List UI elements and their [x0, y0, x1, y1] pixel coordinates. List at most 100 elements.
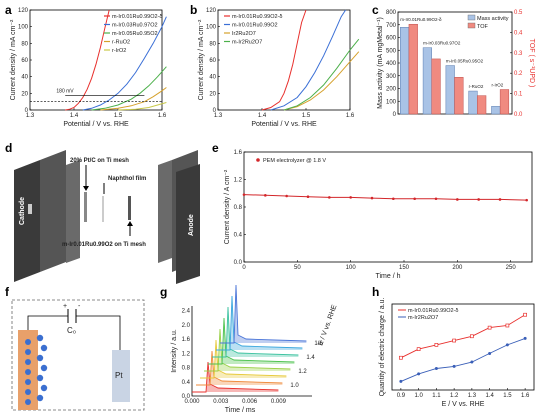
legend-entry: m-Ir0.01Ru0.99O2-δ — [112, 14, 162, 20]
x-tick-label: 1.1 — [432, 393, 441, 399]
data-point — [306, 195, 310, 198]
y-tick-label: 0 — [393, 112, 397, 118]
ir-label: m-Ir0.01Ru0.99O2 on Ti mesh — [62, 242, 146, 248]
data-point — [505, 343, 509, 347]
adsorbed-ion — [25, 369, 31, 375]
panel-label-d: d — [5, 141, 12, 155]
circuit-diagram: + - C₀ Pt — [11, 299, 145, 411]
legend-entry: m-Ir0.05Ru0.95O2 — [112, 31, 158, 37]
category-label: r-IrO2 — [491, 83, 503, 88]
x-tick-label: 0 — [242, 265, 246, 271]
bar-tof — [408, 23, 418, 115]
x-axis-label: Time / h — [375, 273, 400, 280]
plus-sign: + — [63, 303, 67, 310]
data-point — [434, 197, 438, 201]
y-tick-label: 600 — [386, 36, 397, 42]
y-tick-label: 0.4 — [234, 233, 243, 239]
y-tick-label: 0.8 — [234, 205, 243, 211]
data-point — [413, 197, 416, 201]
ir-arrowhead — [127, 221, 133, 226]
series-line — [65, 9, 110, 111]
ion — [40, 384, 48, 392]
legend-entry: m-Ir0.01Ru0.99O2 — [232, 23, 278, 29]
data-point — [417, 372, 421, 376]
legend-entry: m-Ir0.01Ru0.99O2-δ — [232, 14, 282, 20]
data-point — [470, 334, 474, 339]
x-tick-label: 100 — [346, 265, 357, 271]
series-line — [243, 194, 527, 201]
series-line — [100, 87, 167, 111]
y-axis-label: Mass activity (mA mgMetal⁻¹) — [377, 17, 384, 109]
data-point — [452, 338, 456, 343]
y-tick-label: 500 — [386, 48, 397, 54]
data-point — [487, 325, 492, 330]
data-point — [285, 194, 288, 198]
cathode-port — [28, 204, 32, 214]
cathode-label: Cathode — [19, 197, 26, 225]
data-point — [470, 360, 474, 364]
x-tick-label: 1.6 — [346, 113, 355, 119]
data-point — [434, 367, 438, 370]
panel-label-e: e — [212, 141, 219, 155]
legend-entry: r-IrO2 — [112, 48, 126, 54]
wire-left — [27, 315, 68, 330]
y2-tick-label: 0.4 — [514, 30, 523, 36]
series-line — [283, 51, 360, 111]
category-label: r-RuO2 — [469, 84, 484, 89]
y-tick-label: 200 — [386, 87, 397, 93]
transient-line — [200, 339, 287, 379]
y-tick-label: 2.0 — [182, 323, 191, 329]
cathode-flow-plate — [66, 160, 80, 263]
y-tick-label: 800 — [386, 10, 397, 16]
ion — [36, 394, 44, 402]
z-tick-label: 1.0 — [290, 383, 299, 389]
legend-swatch — [256, 158, 260, 162]
x-tick-label: 1.3 — [468, 393, 477, 399]
y-tick-label: 120 — [18, 8, 29, 14]
series-line — [91, 66, 167, 111]
y-axis-label: Intensity / a.u. — [171, 329, 178, 373]
cathode-endplate — [14, 160, 40, 282]
x-tick-label: 0.003 — [213, 399, 229, 405]
chart-e: 0 50 100 150 200 250 0.0 0.4 0.8 1.2 1.6 Time / h Cu… — [224, 150, 533, 280]
y-tick-label: 40 — [209, 75, 216, 81]
category-label: m-Ir0.01Ru0.99O2-δ — [400, 17, 442, 22]
y-tick-label: 80 — [209, 41, 216, 47]
x-tick-label: 1.3 — [214, 113, 223, 119]
x-tick-label: 150 — [399, 265, 410, 271]
y2-tick-label: 0.3 — [514, 51, 523, 57]
y-axis-label: Quantity of electric charge / a.u. — [379, 298, 386, 397]
y-tick-label: 0.8 — [182, 366, 191, 372]
y-tick-label: 60 — [209, 58, 216, 64]
y-tick-label: 0 — [25, 108, 29, 114]
ion — [40, 344, 48, 352]
capacitor-label: C₀ — [67, 326, 76, 335]
adsorbed-ion — [25, 359, 31, 365]
legend-entry: PEM electrolyzer @ 1.8 V — [263, 158, 326, 164]
data-point — [399, 379, 403, 383]
transient-line — [208, 317, 295, 365]
legend-entry: m-Ir0.01Ru0.99O2-δ — [408, 308, 458, 314]
bar-mass-activity — [445, 65, 455, 115]
film-label: Naphthol film — [108, 176, 146, 182]
y2-tick-label: 0.5 — [514, 10, 523, 16]
panel-label-h: h — [372, 285, 379, 299]
y-tick-label: 20 — [209, 91, 216, 97]
x-tick-label: 1.5 — [302, 113, 311, 119]
x-tick-label: 1.6 — [521, 393, 530, 399]
data-point — [328, 196, 331, 199]
bar-tof — [499, 89, 510, 115]
data-point — [416, 347, 421, 351]
x-tick-label: 1.2 — [450, 393, 459, 399]
x-tick-label: 0.000 — [184, 399, 200, 405]
y-tick-label: 700 — [386, 23, 397, 29]
chart-b: 1.3 1.4 1.5 1.6 0 20 40 60 80 100 120 Potential / V… — [198, 8, 360, 128]
x-axis-label: E / V vs. RHE — [442, 401, 485, 408]
y2-axis-label: TOF ( s⁻¹UPD ) — [528, 39, 535, 88]
wire-right — [76, 315, 121, 350]
bar-tof — [477, 95, 487, 115]
cell-boundary — [11, 299, 145, 411]
y-tick-label: 120 — [206, 8, 217, 14]
adsorbed-ion — [25, 339, 31, 345]
series-line — [270, 9, 347, 111]
